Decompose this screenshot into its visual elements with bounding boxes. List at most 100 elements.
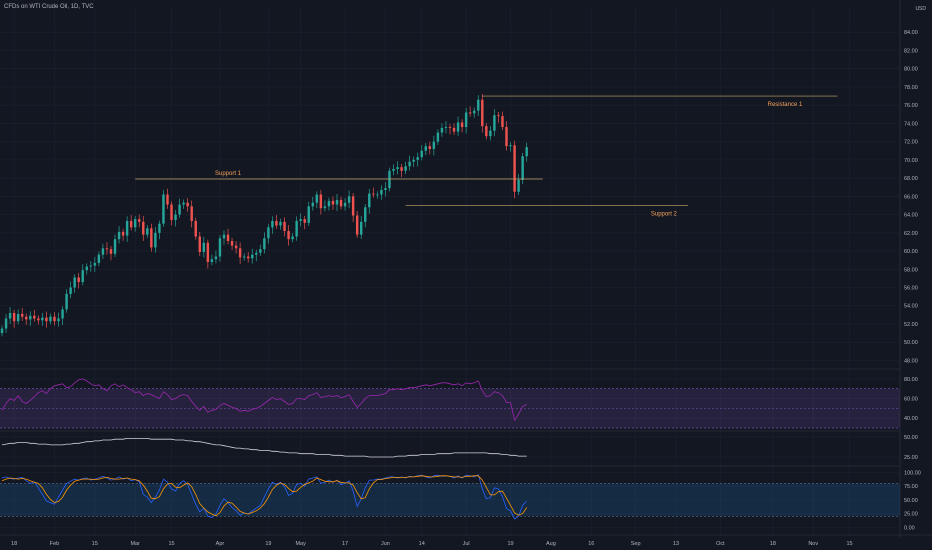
candle-body [85,266,88,271]
candle-body [158,223,161,233]
x-tick-label: Oct [716,541,725,547]
candle-body [501,116,504,128]
x-tick-label: May [295,541,306,547]
candle-body [178,204,181,215]
candle-body [509,145,512,147]
candle-body [45,317,48,322]
candle-body [154,232,157,248]
candle-body [41,317,44,321]
candle-body [33,315,36,319]
candle-body [255,252,258,255]
candle-body [448,127,452,128]
candle-body [368,193,371,208]
candle-body [303,219,306,223]
candle-body [117,231,121,240]
candle-body [263,238,266,250]
candle-body [0,328,4,334]
candle-body [146,228,149,235]
candle-body [29,315,32,320]
y-tick-label: 40.00 [904,416,918,422]
candle-body [428,146,432,149]
x-tick-label: Jul [463,541,470,547]
candle-body [129,220,133,228]
candle-body [283,221,286,231]
currency-label: USD [915,6,926,12]
y-tick-label: 66.00 [904,194,918,200]
candle-body [170,204,173,221]
candle-body [138,219,141,222]
x-tick-label: 18 [770,541,776,547]
candle-body [299,219,302,221]
candle-body [69,287,72,294]
candle-body [351,196,355,216]
y-tick-label: 56.00 [904,286,918,292]
candle-body [25,316,28,320]
candle-body [372,193,375,195]
x-tick-label: Mar [130,541,140,547]
candle-body [364,207,367,222]
candle-body [376,194,379,196]
candle-body [460,122,464,128]
x-tick-label: Sep [631,541,641,547]
candle-body [456,122,460,132]
rsi-line [1,378,527,422]
candle-body [408,161,411,167]
candle-body [355,215,359,235]
candle-body [77,277,80,283]
candle-body [162,194,165,224]
candle-body [109,249,113,254]
candle-body [473,110,476,114]
y-tick-label: 74.00 [904,121,918,127]
candle-body [259,249,262,253]
candle-body [230,241,234,246]
y-tick-label: 62.00 [904,231,918,237]
candle-body [517,179,520,192]
y-tick-label: 0.00 [904,525,915,531]
candle-body [327,200,331,207]
candle-body [275,220,278,226]
candle-body [444,127,448,128]
candle-body [380,189,383,195]
candle-body [218,238,222,257]
candle-body [174,214,177,221]
candle-body [190,206,193,221]
candle-body [125,220,129,236]
y-tick-label: 25.00 [904,512,918,518]
y-tick-label: 50.00 [904,435,918,441]
y-tick-label: 72.00 [904,140,918,146]
candle-body [93,262,97,266]
candle-body [335,199,339,205]
y-tick-label: 54.00 [904,304,918,310]
x-tick-label: Aug [546,541,556,547]
candle-body [234,245,238,249]
y-tick-label: 78.00 [904,85,918,91]
candle-body [347,196,351,203]
candle-body [319,194,323,209]
candle-body [57,318,60,322]
x-tick-label: 18 [11,541,17,547]
candle-body [81,270,84,283]
candle-body [206,242,210,262]
candle-body [16,313,20,322]
candle-body [436,132,440,142]
candle-body [194,220,197,237]
candle-body [238,248,242,258]
candle-body [392,168,395,171]
x-tick-label: 19 [265,541,271,547]
candle-body [464,112,468,128]
candle-body [101,248,105,255]
y-tick-label: 82.00 [904,48,918,54]
x-tick-label: 15 [168,541,174,547]
x-tick-label: 15 [92,541,98,547]
candle-body [214,256,218,260]
y-tick-label: 60.00 [904,249,918,255]
candle-body [360,221,363,235]
candle-body [489,130,492,137]
candle-body [396,167,399,169]
candle-body [12,313,16,322]
level-label: Resistance 1 [768,102,803,108]
candle-body [493,115,496,131]
x-tick-label: Feb [50,541,59,547]
candle-body [295,220,298,237]
